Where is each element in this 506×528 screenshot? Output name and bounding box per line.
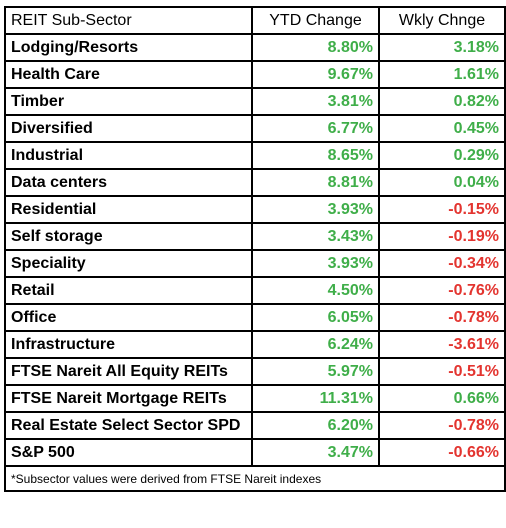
wkly-change-cell: -0.78% xyxy=(378,411,506,440)
wkly-change-cell: 1.61% xyxy=(378,60,506,89)
wkly-change-cell: 0.45% xyxy=(378,114,506,143)
wkly-change-cell: 0.04% xyxy=(378,168,506,197)
footnote-row: *Subsector values were derived from FTSE… xyxy=(4,465,506,492)
wkly-change-cell: -0.66% xyxy=(378,438,506,467)
header-row: REIT Sub-Sector YTD Change Wkly Chnge xyxy=(4,6,506,35)
wkly-change-cell: 0.82% xyxy=(378,87,506,116)
ytd-change-cell: 8.81% xyxy=(251,168,380,197)
header-wkly-change: Wkly Chnge xyxy=(378,6,506,35)
sector-name-cell: Office xyxy=(4,303,253,332)
table-row: Office 6.05% -0.78% xyxy=(4,303,506,332)
sector-name-cell: Timber xyxy=(4,87,253,116)
wkly-change-cell: -3.61% xyxy=(378,330,506,359)
reit-performance-table: REIT Sub-Sector YTD Change Wkly Chnge Lo… xyxy=(4,6,506,492)
wkly-change-cell: 0.66% xyxy=(378,384,506,413)
sector-name-cell: Self storage xyxy=(4,222,253,251)
table-row: Industrial 8.65% 0.29% xyxy=(4,141,506,170)
sector-name-cell: FTSE Nareit All Equity REITs xyxy=(4,357,253,386)
ytd-change-cell: 9.67% xyxy=(251,60,380,89)
sector-name-cell: S&P 500 xyxy=(4,438,253,467)
wkly-change-cell: -0.78% xyxy=(378,303,506,332)
table-row: Diversified 6.77% 0.45% xyxy=(4,114,506,143)
sector-name-cell: Infrastructure xyxy=(4,330,253,359)
ytd-change-cell: 8.65% xyxy=(251,141,380,170)
wkly-change-cell: -0.19% xyxy=(378,222,506,251)
ytd-change-cell: 6.24% xyxy=(251,330,380,359)
ytd-change-cell: 3.93% xyxy=(251,249,380,278)
header-ytd-change: YTD Change xyxy=(251,6,380,35)
ytd-change-cell: 3.47% xyxy=(251,438,380,467)
ytd-change-cell: 3.93% xyxy=(251,195,380,224)
reit-table-container: REIT Sub-Sector YTD Change Wkly Chnge Lo… xyxy=(4,6,506,492)
table-row: Speciality 3.93% -0.34% xyxy=(4,249,506,278)
table-row: Retail 4.50% -0.76% xyxy=(4,276,506,305)
header-sector: REIT Sub-Sector xyxy=(4,6,253,35)
ytd-change-cell: 6.20% xyxy=(251,411,380,440)
ytd-change-cell: 5.97% xyxy=(251,357,380,386)
sector-name-cell: Residential xyxy=(4,195,253,224)
wkly-change-cell: 3.18% xyxy=(378,33,506,62)
table-row: Lodging/Resorts 8.80% 3.18% xyxy=(4,33,506,62)
wkly-change-cell: 0.29% xyxy=(378,141,506,170)
wkly-change-cell: -0.76% xyxy=(378,276,506,305)
ytd-change-cell: 6.77% xyxy=(251,114,380,143)
table-row: Health Care 9.67% 1.61% xyxy=(4,60,506,89)
ytd-change-cell: 4.50% xyxy=(251,276,380,305)
table-row: Data centers 8.81% 0.04% xyxy=(4,168,506,197)
ytd-change-cell: 8.80% xyxy=(251,33,380,62)
table-row: Real Estate Select Sector SPD 6.20% -0.78% xyxy=(4,411,506,440)
table-row: Residential 3.93% -0.15% xyxy=(4,195,506,224)
wkly-change-cell: -0.34% xyxy=(378,249,506,278)
wkly-change-cell: -0.51% xyxy=(378,357,506,386)
ytd-change-cell: 3.81% xyxy=(251,87,380,116)
table-row: FTSE Nareit All Equity REITs 5.97% -0.51% xyxy=(4,357,506,386)
sector-name-cell: Diversified xyxy=(4,114,253,143)
footnote: *Subsector values were derived from FTSE… xyxy=(4,465,506,492)
sector-name-cell: Speciality xyxy=(4,249,253,278)
sector-name-cell: Retail xyxy=(4,276,253,305)
sector-name-cell: Lodging/Resorts xyxy=(4,33,253,62)
sector-name-cell: Real Estate Select Sector SPD xyxy=(4,411,253,440)
sector-name-cell: Health Care xyxy=(4,60,253,89)
sector-name-cell: Data centers xyxy=(4,168,253,197)
ytd-change-cell: 6.05% xyxy=(251,303,380,332)
sector-name-cell: FTSE Nareit Mortgage REITs xyxy=(4,384,253,413)
table-row: Timber 3.81% 0.82% xyxy=(4,87,506,116)
ytd-change-cell: 3.43% xyxy=(251,222,380,251)
table-row: Self storage 3.43% -0.19% xyxy=(4,222,506,251)
table-row: FTSE Nareit Mortgage REITs 11.31% 0.66% xyxy=(4,384,506,413)
ytd-change-cell: 11.31% xyxy=(251,384,380,413)
sector-name-cell: Industrial xyxy=(4,141,253,170)
table-row: S&P 500 3.47% -0.66% xyxy=(4,438,506,467)
table-body: Lodging/Resorts 8.80% 3.18% Health Care 9.67… xyxy=(4,33,506,467)
table-row: Infrastructure 6.24% -3.61% xyxy=(4,330,506,359)
wkly-change-cell: -0.15% xyxy=(378,195,506,224)
